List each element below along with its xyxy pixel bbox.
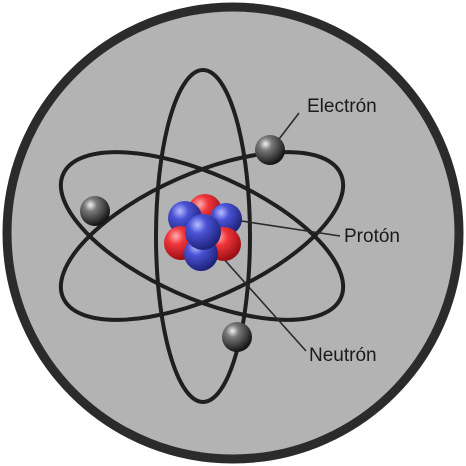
orbit-diagonal-up — [58, 150, 346, 322]
label-proton: Protón — [344, 226, 400, 247]
electron-ball — [255, 135, 285, 165]
neutron-ball — [185, 214, 221, 250]
electron-ball — [222, 322, 252, 352]
orbits — [58, 68, 346, 404]
nucleus — [164, 194, 242, 271]
electron-leader — [275, 112, 300, 144]
electrons — [80, 135, 285, 352]
label-neutron: Neutrón — [309, 345, 377, 366]
orbit-vertical — [154, 68, 252, 404]
orbit-diagonal-down — [58, 150, 346, 322]
electron-ball — [80, 196, 110, 226]
neutron-leader — [213, 247, 307, 352]
label-electron: Electrón — [307, 96, 377, 117]
